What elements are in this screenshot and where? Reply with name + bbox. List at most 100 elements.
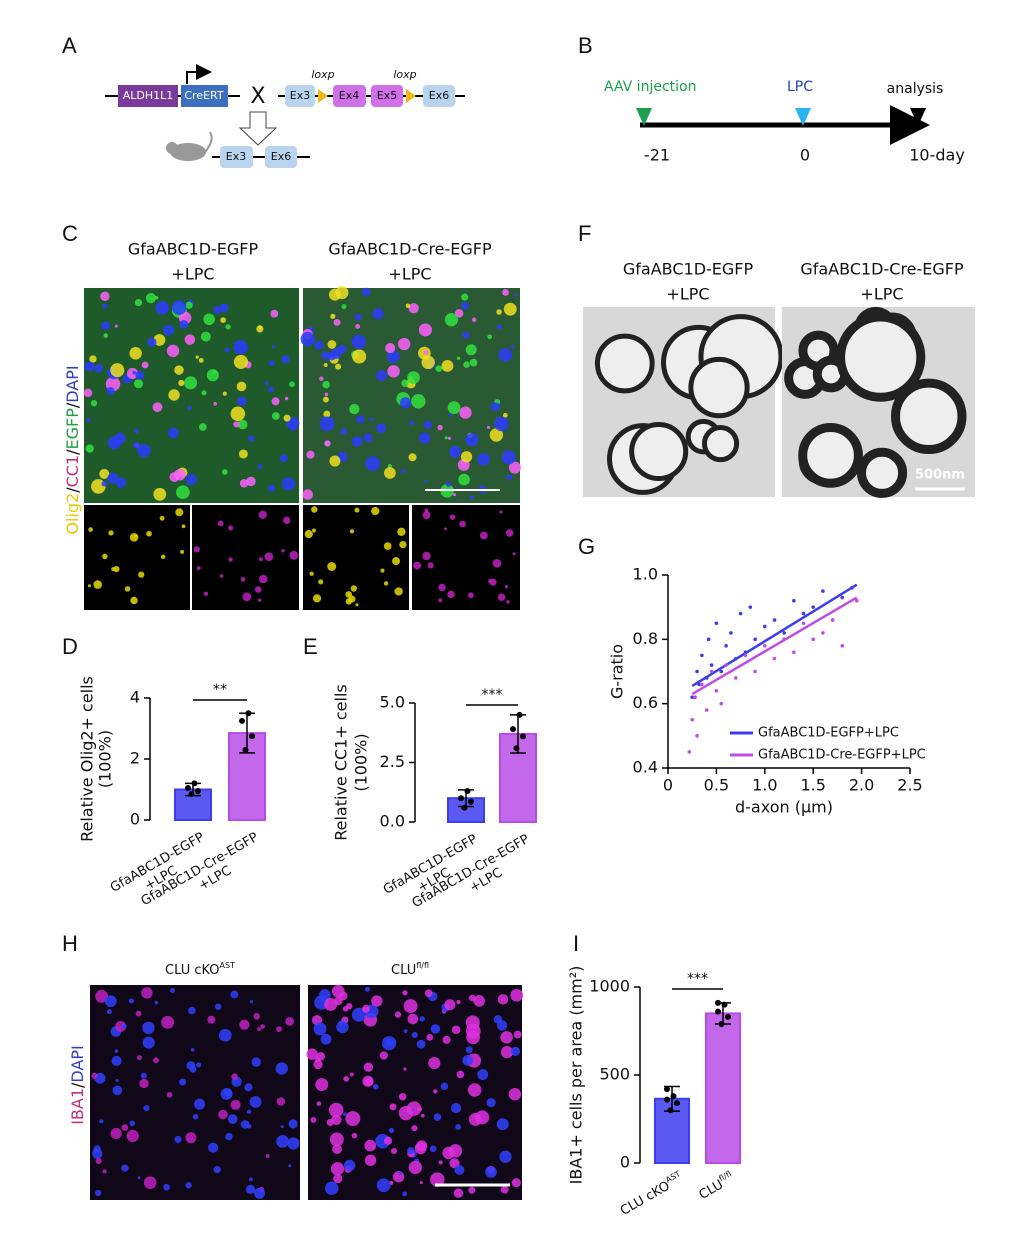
gene-label: ALDH1L1 <box>123 89 174 102</box>
cell <box>469 495 474 500</box>
cell <box>289 550 299 560</box>
cell <box>345 1002 353 1010</box>
data-point <box>748 605 753 609</box>
cell <box>388 1127 395 1133</box>
cell <box>500 1031 513 1044</box>
cell <box>465 432 479 447</box>
cell <box>316 1101 322 1106</box>
cell <box>419 432 431 444</box>
cell <box>418 323 432 337</box>
cell <box>331 1114 342 1125</box>
cell <box>328 1102 344 1118</box>
cell <box>510 344 515 349</box>
cell <box>99 1119 104 1124</box>
data-point <box>706 637 711 642</box>
cell <box>203 313 215 326</box>
cell <box>471 317 477 322</box>
cell <box>444 999 456 1011</box>
cell <box>413 561 422 570</box>
cell <box>511 1178 521 1188</box>
cell <box>387 365 400 378</box>
cell <box>497 994 509 1005</box>
cell <box>227 1114 238 1124</box>
cell <box>512 552 516 556</box>
column-header: +LPC <box>860 285 903 304</box>
cell <box>330 313 336 319</box>
cell <box>397 337 411 351</box>
y-axis-label: G-ratio <box>608 644 627 699</box>
cell <box>364 1154 377 1166</box>
cell <box>185 301 193 309</box>
x-tick-label: 0.5 <box>704 776 729 795</box>
cell <box>363 433 373 443</box>
cell <box>456 356 461 360</box>
axon <box>836 312 926 402</box>
cell <box>364 1139 377 1152</box>
data-point <box>690 717 694 722</box>
y-tick-label: 0 <box>620 1153 630 1172</box>
cell <box>324 392 329 397</box>
data-point <box>468 798 474 805</box>
exon-label: Ex4 <box>339 89 359 102</box>
cell <box>433 1113 442 1122</box>
cell <box>102 1169 107 1174</box>
cell <box>403 999 418 1014</box>
x-tick-label: 2.5 <box>897 776 922 795</box>
cell <box>166 1091 173 1098</box>
cell <box>386 350 400 364</box>
cell <box>401 379 409 388</box>
cell <box>265 1154 270 1158</box>
y-axis-label: Relative Olig2+ cells <box>78 676 97 842</box>
cell <box>132 441 140 449</box>
column-header: +LPC <box>388 265 431 284</box>
cell <box>351 334 367 349</box>
panel-label: I <box>573 931 579 956</box>
cell <box>306 1048 318 1060</box>
data-point <box>664 1086 670 1093</box>
cell <box>449 514 456 520</box>
cell <box>424 479 428 483</box>
data-point <box>782 631 786 635</box>
time-label: 0 <box>800 146 810 165</box>
cell <box>450 1102 462 1114</box>
cell <box>419 1181 423 1185</box>
panel-label: C <box>62 221 78 246</box>
cell <box>355 324 361 329</box>
cell <box>281 477 296 491</box>
cell <box>467 1083 482 1097</box>
cell <box>276 1026 282 1033</box>
data-point <box>458 795 464 802</box>
cell <box>257 1027 261 1032</box>
exon-label: Ex3 <box>290 89 310 102</box>
cell <box>167 427 179 439</box>
cell <box>489 428 504 442</box>
cell <box>504 584 509 589</box>
cell <box>276 1135 289 1148</box>
panel-label: E <box>303 634 318 659</box>
cell <box>130 596 138 605</box>
cell <box>444 313 459 327</box>
cell <box>442 1035 451 1044</box>
cell <box>224 347 230 353</box>
cell <box>259 574 268 584</box>
cell <box>103 333 109 338</box>
cell <box>152 1057 159 1064</box>
cell <box>423 349 429 355</box>
cell <box>335 363 342 370</box>
cell <box>314 340 324 350</box>
cell <box>449 445 462 458</box>
cell <box>437 424 443 431</box>
y-tick-label: 0.6 <box>633 693 658 712</box>
y-tick-label: 5.0 <box>380 693 405 712</box>
column-header: +LPC <box>666 285 709 304</box>
cell <box>270 309 279 318</box>
cell <box>248 1177 253 1182</box>
cell <box>88 527 93 532</box>
cell <box>490 402 500 412</box>
cell <box>207 1015 216 1024</box>
cell <box>364 986 370 992</box>
cell <box>351 1132 358 1139</box>
cell <box>372 308 384 320</box>
cell <box>499 510 503 514</box>
